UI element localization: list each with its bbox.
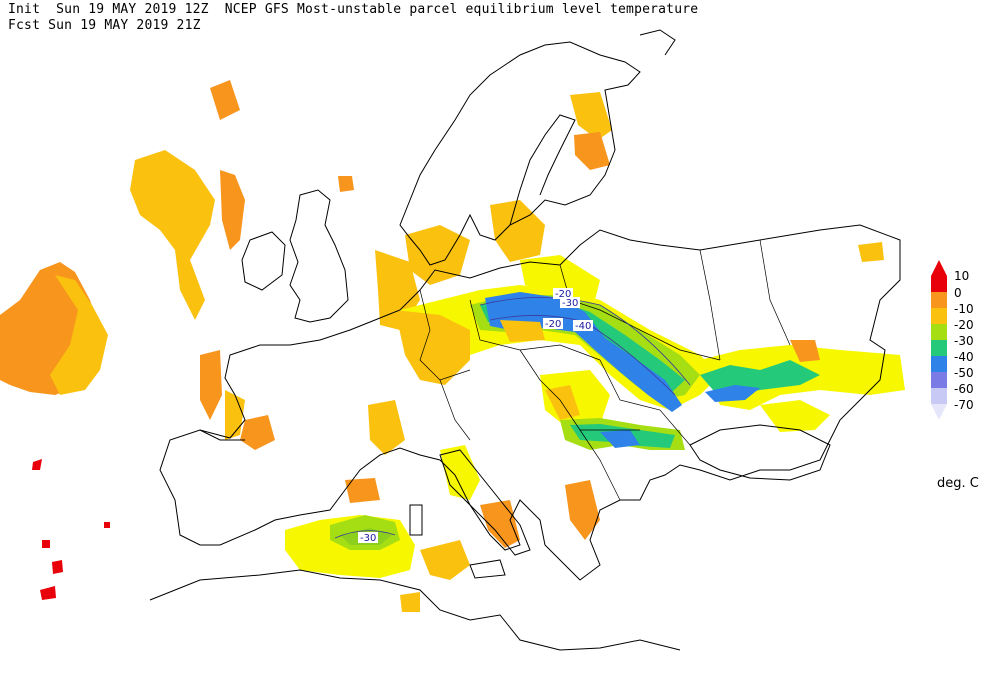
pyrenees-border xyxy=(199,429,245,441)
italy-gold xyxy=(440,445,480,500)
caucasus-yellow xyxy=(760,400,830,432)
ireland-coast xyxy=(241,231,286,291)
legend-swatch xyxy=(931,276,947,292)
ireland-west-field xyxy=(130,150,215,320)
red-cell-2 xyxy=(42,540,50,548)
finland-orange xyxy=(574,132,610,170)
legend-label: -30 xyxy=(954,334,974,348)
italy-orange xyxy=(480,500,520,548)
contour-label: -40 xyxy=(575,321,591,332)
east-orange xyxy=(790,340,820,362)
finland-gold xyxy=(570,92,612,140)
spain-orange xyxy=(345,478,380,503)
biscay-orange xyxy=(200,350,222,420)
red-cell-4 xyxy=(40,586,56,600)
greece-orange xyxy=(565,480,600,540)
gulf-of-bothnia xyxy=(509,114,576,226)
legend-unit: deg. C xyxy=(937,476,979,491)
north-sea-orange xyxy=(338,176,354,192)
sweden-south-gold xyxy=(490,200,545,262)
continent-coast xyxy=(159,224,901,581)
legend-swatch xyxy=(931,308,947,324)
contour-label-box xyxy=(560,297,580,308)
legend-label: -20 xyxy=(954,318,974,332)
poland-gold xyxy=(500,320,545,342)
atlantic-gold-field xyxy=(50,275,108,395)
contour-africa xyxy=(334,530,396,539)
coastlines xyxy=(149,29,901,651)
contour-label: -30 xyxy=(360,533,376,544)
legend-label: -50 xyxy=(954,366,974,380)
ukraine-blue xyxy=(705,385,760,402)
legend-label: 10 xyxy=(954,269,970,283)
legend-swatch xyxy=(931,340,947,356)
red-cell-3 xyxy=(52,560,63,574)
italy-coast xyxy=(439,449,531,556)
tunisia-orange xyxy=(400,592,420,612)
france-south-orange xyxy=(240,415,275,450)
sardinia-coast xyxy=(409,504,423,536)
ireland-west-orange xyxy=(220,170,245,250)
legend-swatch xyxy=(931,388,947,404)
russia-orange xyxy=(858,242,884,262)
country-borders xyxy=(419,239,791,501)
denmark-gold xyxy=(405,225,470,285)
scandinavia-coast xyxy=(399,41,641,266)
contour-label: -20 xyxy=(545,319,561,330)
instability-fields xyxy=(0,80,905,612)
legend-label: 0 xyxy=(954,286,962,300)
biscay-gold xyxy=(225,390,245,440)
legend-swatch xyxy=(931,356,947,372)
norway-gold xyxy=(210,80,240,120)
legend-swatch xyxy=(931,324,947,340)
init-title: Init Sun 19 MAY 2019 12Z NCEP GFS Most-u… xyxy=(8,2,699,17)
contour-label: -20 xyxy=(555,289,571,300)
germany-gold xyxy=(395,310,470,385)
red-cell-5 xyxy=(104,522,110,528)
sicily-coast xyxy=(469,559,506,579)
great-britain-coast xyxy=(289,189,349,323)
danube-blue xyxy=(600,430,640,448)
forecast-title: Fcst Sun 19 MAY 2019 21Z xyxy=(8,18,201,33)
legend-label: -10 xyxy=(954,302,974,316)
legend-label: -40 xyxy=(954,350,974,364)
legend-label: -60 xyxy=(954,382,974,396)
legend-bottom-arrow xyxy=(931,404,947,420)
black-sea-coast xyxy=(689,424,831,481)
contour-outer xyxy=(479,297,691,386)
spain-gold xyxy=(368,400,405,455)
contour-label-box xyxy=(543,318,563,329)
contour-label-box xyxy=(553,288,573,299)
legend-swatch xyxy=(931,372,947,388)
contour-label-box xyxy=(573,320,593,331)
north-fragment xyxy=(639,29,676,56)
africa-orange xyxy=(420,540,470,580)
africa-coast xyxy=(149,569,681,651)
legend-top-arrow xyxy=(931,260,947,276)
contour-label-group: -20 -30 -20 -40 -30 xyxy=(358,288,593,544)
contour-label-box xyxy=(358,532,378,543)
contour-label: -30 xyxy=(562,298,578,309)
legend-swatch xyxy=(931,292,947,308)
red-cell-1 xyxy=(32,459,42,470)
legend-label: -70 xyxy=(954,398,974,412)
